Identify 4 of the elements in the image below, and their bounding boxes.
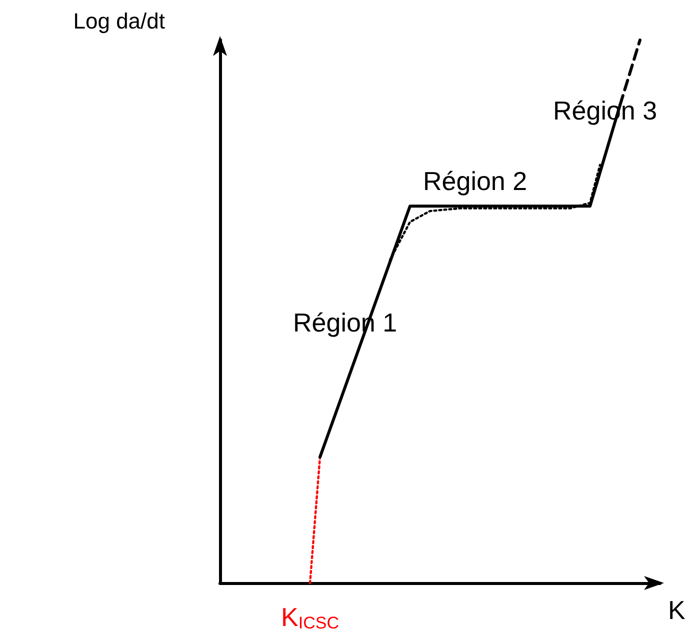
text: KICSC xyxy=(281,602,339,632)
annotation: Région 2 xyxy=(423,166,528,196)
y-axis-title: Log da/dt xyxy=(73,8,165,34)
x-axis-title: K xyxy=(668,595,686,625)
